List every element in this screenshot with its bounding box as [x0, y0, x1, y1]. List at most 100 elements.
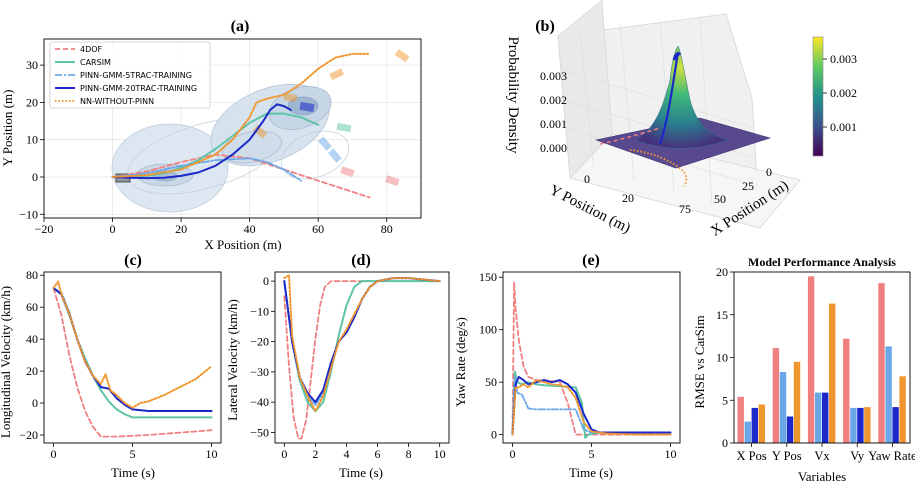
- legend-label-nn: NN-WITHOUT-PINN: [80, 97, 154, 106]
- ytick-label-4: 20: [716, 265, 728, 279]
- colorbar: 0.001 0.002 0.003: [812, 36, 857, 157]
- ytick-label-0: −10: [19, 207, 38, 221]
- series-line-pinn-gmm-5trac-training: [511, 376, 672, 436]
- xtick-label-5: 80: [381, 222, 393, 236]
- x3d-tick-0: 75: [679, 202, 691, 216]
- ytick-label-4: 30: [26, 58, 38, 72]
- ytick-label-3: 40: [26, 332, 38, 346]
- panel-c-ylabel: Longitudinal Velocity (km/h): [0, 286, 13, 438]
- series-line-carsim: [52, 287, 213, 419]
- bar-nn-without-pinn-y-pos: [793, 361, 801, 443]
- xtick-label-2: 10: [206, 447, 218, 461]
- trajectory-nn-without-pinn: [111, 52, 371, 178]
- category-label-y-pos: Y Pos: [772, 449, 802, 463]
- series-line-nn-without-pinn: [511, 379, 672, 436]
- ytick-label-2: 10: [26, 133, 38, 147]
- series-lines-d: [283, 274, 441, 440]
- axes-frame-a: [43, 38, 422, 219]
- panel-a-ylabel: Y Position (m): [0, 90, 15, 167]
- series-line-4dof: [511, 281, 672, 436]
- xtick-label-2: 20: [175, 222, 187, 236]
- legend-label-pinn5: PINN-GMM-5TRAC-TRAINING: [80, 71, 192, 80]
- panel-e-title: (e): [582, 252, 600, 269]
- category-label-vy: Vy: [850, 449, 865, 463]
- ytick-label-2: 100: [479, 323, 497, 337]
- axes-c: 0 5 10 −20 0 20 40 60 80: [19, 268, 222, 461]
- y3d-tick-1: 20: [622, 191, 634, 205]
- series-line-nn-without-pinn: [52, 280, 213, 409]
- x-axis-ticks: 75 50 25 0: [679, 165, 772, 216]
- panel-c-longitudinal-velocity: (c) Time (s) Longitudinal Velocity (km/h…: [0, 252, 222, 480]
- ytick-label-0: 0: [263, 274, 269, 288]
- category-label-vx: Vx: [814, 449, 830, 463]
- x3d-tick-3: 0: [766, 165, 772, 179]
- ytick-label-2: 20: [26, 364, 38, 378]
- panel-e-xlabel: Time (s): [569, 465, 613, 480]
- xtick-label-1: 0: [110, 222, 116, 236]
- ytick-label-4: 60: [26, 300, 38, 314]
- panel-c-xlabel: Time (s): [111, 465, 155, 480]
- xtick-label-1: 5: [589, 447, 595, 461]
- bar-pinn-gmm-5trac-training-vx: [815, 392, 822, 443]
- ytick-label-3: 150: [479, 270, 497, 284]
- bar-4dof-y-pos: [772, 348, 780, 443]
- ytick-label-1: −10: [250, 304, 269, 318]
- legend-label-pinn20: PINN-GMM-20TRAC-TRAINING: [80, 84, 197, 93]
- series-lines-e: [511, 281, 672, 439]
- series-line-pinn-gmm-5trac-training: [52, 287, 213, 412]
- ytick-label-2: −20: [250, 335, 269, 349]
- y-axis-ticks: 0 20: [584, 172, 634, 205]
- panel-a-trajectory: (a) −20 0 20 40 60 80 −10 0 10 20 30: [0, 18, 422, 252]
- xtick-label-2: 4: [343, 447, 349, 461]
- bar-4dof-vx: [807, 276, 815, 443]
- bar-pinn-gmm-20trac-training-vy: [857, 407, 864, 443]
- panel-d-ylabel: Lateral Velocity (km/h): [225, 299, 240, 421]
- series-line-4dof: [52, 287, 213, 438]
- ytick-label-3: 15: [716, 308, 728, 322]
- trajectory-pinn-gmm-20trac-training: [111, 103, 292, 180]
- z-tick-0: 0.000: [540, 141, 567, 155]
- series-line-nn-without-pinn: [283, 274, 441, 413]
- colorbar-tick-1: 0.001: [830, 120, 857, 134]
- bar-pinn-gmm-5trac-training-x-pos: [744, 421, 751, 443]
- panel-f-title: Model Performance Analysis: [748, 255, 896, 269]
- bar-nn-without-pinn-vy: [864, 407, 871, 443]
- trajectory-pinn-gmm-5trac-training: [111, 157, 302, 182]
- x3d-tick-2: 25: [742, 179, 754, 193]
- z-axis-ticks: 0.000 0.001 0.002 0.003: [540, 69, 567, 155]
- panel-b-zlabel: Probability Density: [505, 36, 521, 154]
- bar-pinn-gmm-20trac-training-y-pos: [786, 416, 794, 443]
- axes-frame-d: [274, 271, 450, 444]
- density-surface: [594, 45, 772, 187]
- series-line-pinn-gmm-20trac-training: [511, 375, 672, 436]
- axes-frame-e: [502, 271, 681, 444]
- ytick-label-1: 5: [722, 393, 728, 407]
- legend: 4DOF CARSIM PINN-GMM-5TRAC-TRAINING PINN…: [49, 41, 211, 109]
- xtick-label-0: 0: [509, 447, 515, 461]
- bar-pinn-gmm-5trac-training-yaw-rate: [885, 346, 892, 443]
- panel-e-ylabel: Yaw Rate (deg/s): [453, 317, 468, 407]
- legend-label-carsim: CARSIM: [80, 58, 111, 67]
- panel-b-title: (b): [535, 18, 555, 35]
- ytick-label-1: 0: [32, 170, 38, 184]
- panel-b-density-surface: (b): [505, 0, 857, 240]
- ytick-label-1: 50: [485, 375, 497, 389]
- trajectory-carsim: [111, 112, 320, 178]
- series-line-pinn-gmm-20trac-training: [52, 287, 213, 412]
- y3d-tick-0: 0: [584, 172, 590, 186]
- panel-a-title: (a): [231, 18, 250, 35]
- xtick-label-1: 5: [130, 447, 136, 461]
- bar-4dof-vy: [843, 338, 850, 443]
- bar-nn-without-pinn-yaw-rate: [899, 376, 906, 443]
- ytick-label-3: 20: [26, 95, 38, 109]
- xtick-label-2: 10: [665, 447, 677, 461]
- panel-c-title: (c): [124, 252, 142, 269]
- series-line-pinn-gmm-20trac-training: [283, 277, 441, 404]
- bar-pinn-gmm-5trac-training-vy: [850, 407, 857, 443]
- ytick-label-3: −30: [250, 365, 269, 379]
- ytick-label-1: 0: [32, 396, 38, 410]
- xtick-label-0: −20: [35, 222, 54, 236]
- xtick-label-0: 0: [281, 447, 287, 461]
